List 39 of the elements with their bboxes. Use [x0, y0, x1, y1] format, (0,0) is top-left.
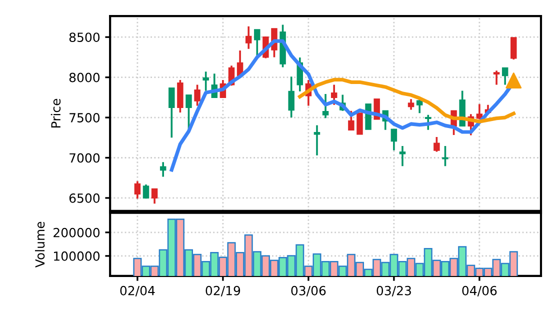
- candlestick: [442, 145, 448, 168]
- y-axis-title: Volume: [34, 222, 45, 268]
- candlestick: [390, 128, 398, 152]
- candlestick: [330, 84, 338, 106]
- candlestick: [322, 93, 329, 120]
- candlestick: [186, 94, 192, 130]
- candlestick: [510, 36, 517, 60]
- x-tick-label: 03/06: [291, 286, 326, 296]
- candlestick: [254, 28, 260, 56]
- candlestick: [168, 87, 175, 139]
- candlestick: [314, 124, 320, 156]
- candlestick: [425, 114, 432, 131]
- candlestick: [408, 98, 414, 111]
- candlestick: [202, 70, 209, 92]
- candlestick: [399, 145, 406, 168]
- x-tick-label: 04/06: [462, 286, 497, 296]
- y-tick-label: 100000: [54, 251, 100, 261]
- candlestick: [493, 70, 500, 86]
- candlestick: [502, 66, 508, 86]
- candlestick: [434, 136, 440, 153]
- y-axis-title: Price: [50, 98, 61, 128]
- y-tick-label: 200000: [54, 228, 100, 238]
- x-tick-label: 02/19: [206, 286, 240, 296]
- candlestick: [134, 180, 141, 200]
- x-tick-label: 02/04: [120, 286, 155, 296]
- y-tick-label: 6500: [69, 193, 100, 203]
- y-tick-label: 7000: [70, 153, 100, 163]
- candlestick: [142, 184, 150, 200]
- candlestick: [194, 84, 200, 107]
- candlestick: [151, 188, 158, 205]
- candlestick: [245, 25, 252, 50]
- y-tick-label: 8000: [69, 72, 100, 82]
- y-tick-label: 8500: [69, 32, 100, 42]
- candlestick: [288, 76, 294, 118]
- candlestick: [160, 161, 166, 178]
- candlestick: [348, 110, 354, 131]
- candlestick: [356, 112, 363, 135]
- y-tick-label: 7500: [70, 113, 100, 122]
- x-tick-label: 03/23: [376, 286, 411, 296]
